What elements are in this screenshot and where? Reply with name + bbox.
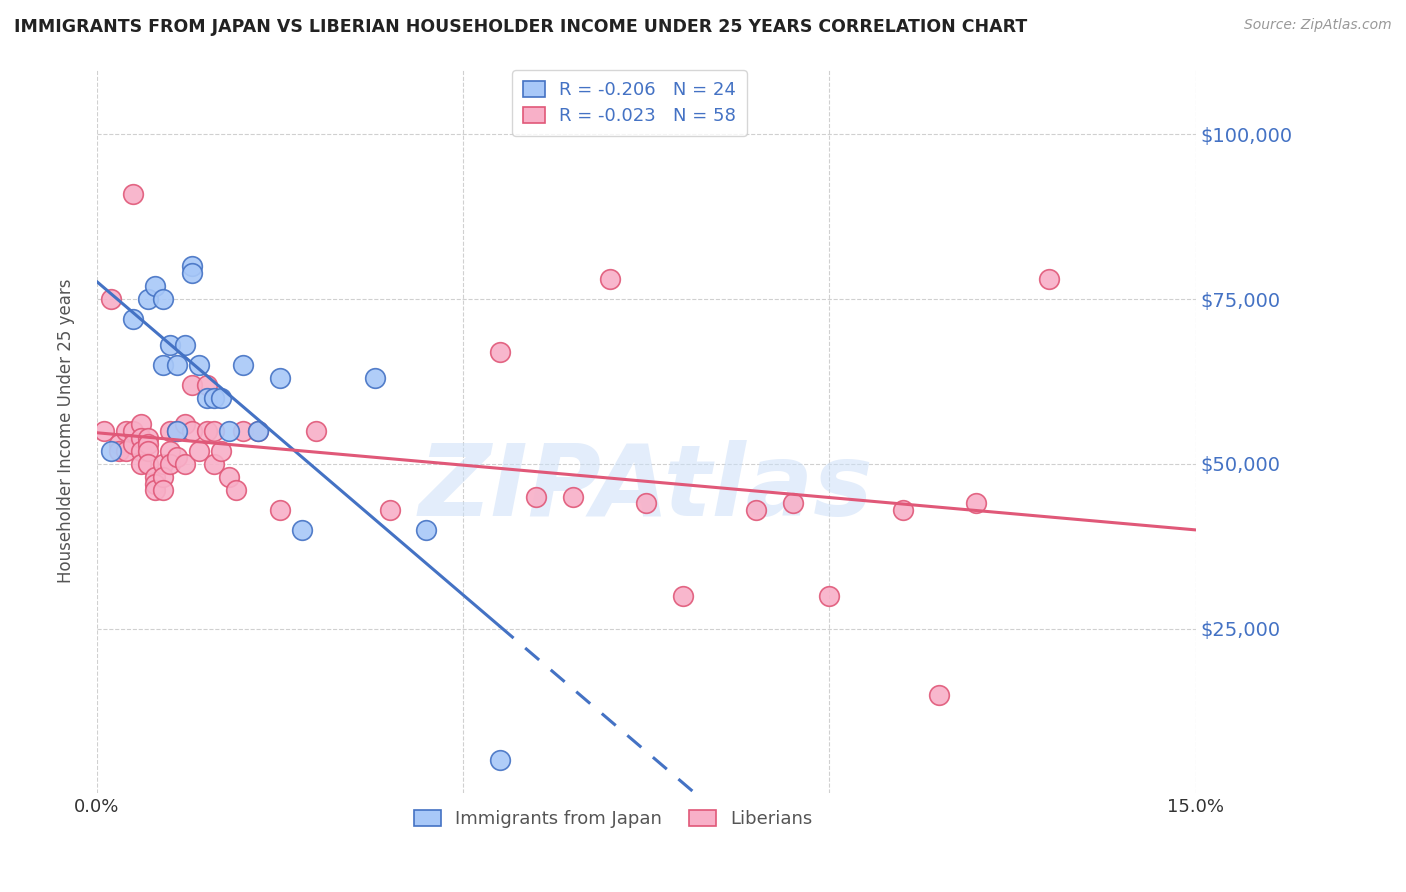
Point [93,424,115,438]
Point [745,503,768,517]
Point [181,377,204,392]
Point [561,490,583,504]
Point [181,266,204,280]
Point [129,457,152,471]
Point [202,457,225,471]
Point [218,470,240,484]
Point [136,430,159,444]
Point [202,391,225,405]
Point [115,424,138,438]
Point [166,424,188,438]
Point [488,344,510,359]
Point [173,338,195,352]
Point [122,186,145,201]
Point [159,424,181,438]
Point [181,259,204,273]
Point [136,292,159,306]
Point [209,443,232,458]
Point [152,358,174,372]
Point [246,424,269,438]
Point [166,424,188,438]
Point [1038,272,1060,286]
Point [291,523,314,537]
Point [107,443,129,458]
Point [782,496,804,510]
Text: IMMIGRANTS FROM JAPAN VS LIBERIAN HOUSEHOLDER INCOME UNDER 25 YEARS CORRELATION : IMMIGRANTS FROM JAPAN VS LIBERIAN HOUSEH… [14,18,1028,36]
Text: ZIPAtlas: ZIPAtlas [419,441,873,537]
Point [928,688,950,702]
Point [225,483,247,498]
Point [107,437,129,451]
Point [195,391,218,405]
Point [305,424,328,438]
Point [152,470,174,484]
Point [636,496,658,510]
Point [122,312,145,326]
Point [364,371,387,385]
Point [378,503,401,517]
Point [152,292,174,306]
Point [269,371,291,385]
Point [232,424,254,438]
Point [122,424,145,438]
Point [152,483,174,498]
Point [599,272,621,286]
Point [143,476,166,491]
Point [188,358,211,372]
Point [232,358,254,372]
Legend: Immigrants from Japan, Liberians: Immigrants from Japan, Liberians [406,802,820,835]
Point [188,443,211,458]
Point [181,424,204,438]
Point [524,490,547,504]
Point [129,417,152,432]
Point [218,424,240,438]
Point [818,589,841,603]
Point [159,443,181,458]
Text: Source: ZipAtlas.com: Source: ZipAtlas.com [1244,18,1392,32]
Point [129,430,152,444]
Point [173,417,195,432]
Point [415,523,437,537]
Point [195,377,218,392]
Point [488,753,510,767]
Point [143,470,166,484]
Point [159,338,181,352]
Point [100,292,122,306]
Point [136,457,159,471]
Point [246,424,269,438]
Point [136,443,159,458]
Point [143,483,166,498]
Point [152,457,174,471]
Point [672,589,695,603]
Point [122,437,145,451]
Point [166,450,188,465]
Point [965,496,987,510]
Point [129,443,152,458]
Point [115,443,138,458]
Y-axis label: Householder Income Under 25 years: Householder Income Under 25 years [58,278,75,583]
Point [209,391,232,405]
Point [166,358,188,372]
Point [195,424,218,438]
Point [159,457,181,471]
Point [100,443,122,458]
Point [143,279,166,293]
Point [202,424,225,438]
Point [269,503,291,517]
Point [173,457,195,471]
Point [136,437,159,451]
Point [891,503,914,517]
